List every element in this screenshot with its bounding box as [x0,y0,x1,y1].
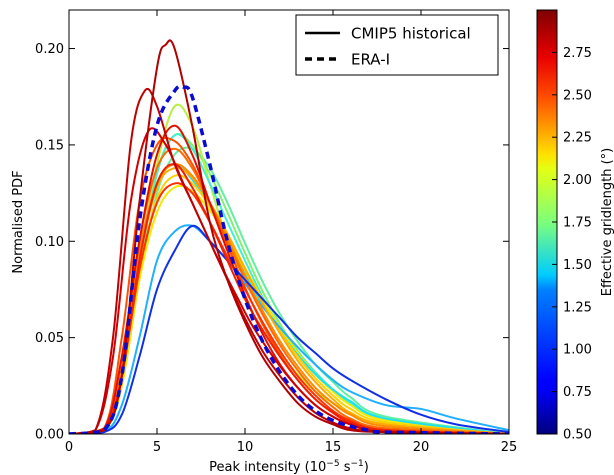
colorbar-tick-label: 1.75 [563,216,592,231]
x-axis-label: Peak intensity (10−5 s−1) [209,459,369,475]
legend-box [295,14,499,76]
x-tick-label: 0 [65,440,73,455]
model-series-line [69,163,509,434]
colorbar-tick-label: 2.50 [563,88,592,103]
series-layer [69,39,509,434]
x-axis-label-exponent: −5 [326,459,339,469]
legend: CMIP5 historical ERA-I [295,14,499,76]
y-axis: 0.00 0.05 0.10 0.15 0.20 [35,42,509,443]
model-series-line [69,224,509,434]
legend-label-erai: ERA-I [351,51,390,69]
colorbar-tick-label: 1.25 [563,300,592,315]
x-tick-label: 15 [325,440,342,455]
y-tick-label: 0.00 [35,428,64,443]
colorbar-tick-label: 0.50 [563,428,592,443]
era-i-series-line [69,84,509,434]
model-series-line [69,163,509,434]
plot-frame [68,9,510,435]
x-tick-label: 20 [413,440,430,455]
y-tick-label: 0.20 [35,42,64,57]
colorbar-tick-label: 1.50 [563,258,592,273]
x-tick-label: 5 [153,440,161,455]
model-series-line [69,39,509,434]
y-tick-label: 0.10 [35,235,64,250]
y-tick-label: 0.15 [35,138,64,153]
colorbar-tick-label: 2.25 [563,131,592,146]
x-tick-label: 10 [237,440,254,455]
y-axis-label: Normalised PDF [11,170,26,273]
x-axis-label-exponent: −1 [350,459,363,469]
colorbar-tick-label: 2.75 [563,46,592,61]
colorbar-tick-label: 2.00 [563,173,592,188]
colorbar-tick-label: 1.00 [563,343,592,358]
colorbar-tick-label: 0.75 [563,385,592,400]
colorbar-label: Effective gridlength (°) [600,148,614,297]
colorbar: 0.50 0.75 1.00 1.25 1.50 1.75 2.00 2.25 2.50 2.75 [536,9,592,443]
y-tick-label: 0.05 [35,331,64,346]
legend-label-cmip5: CMIP5 historical [351,25,471,43]
x-tick-label: 25 [501,440,518,455]
reference-layer [69,84,509,434]
